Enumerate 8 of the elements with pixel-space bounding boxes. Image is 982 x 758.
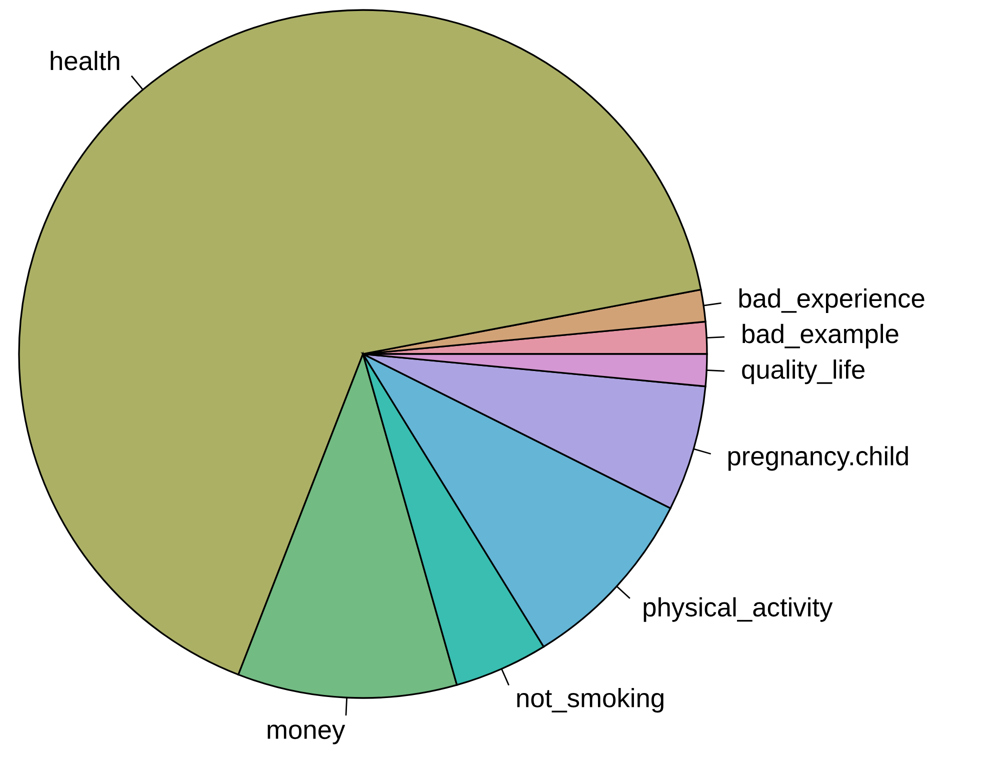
slice-label: health xyxy=(50,50,120,70)
slice-label: not_smoking xyxy=(517,688,664,713)
slice-label: physical_activity xyxy=(644,597,833,622)
slice-label: money xyxy=(268,724,346,744)
slice-label: quality_life xyxy=(742,360,864,384)
slice-label: bad_example xyxy=(742,324,898,348)
slice-label: pregnancy.child xyxy=(728,446,908,471)
slice-label: bad_experience xyxy=(739,288,924,313)
